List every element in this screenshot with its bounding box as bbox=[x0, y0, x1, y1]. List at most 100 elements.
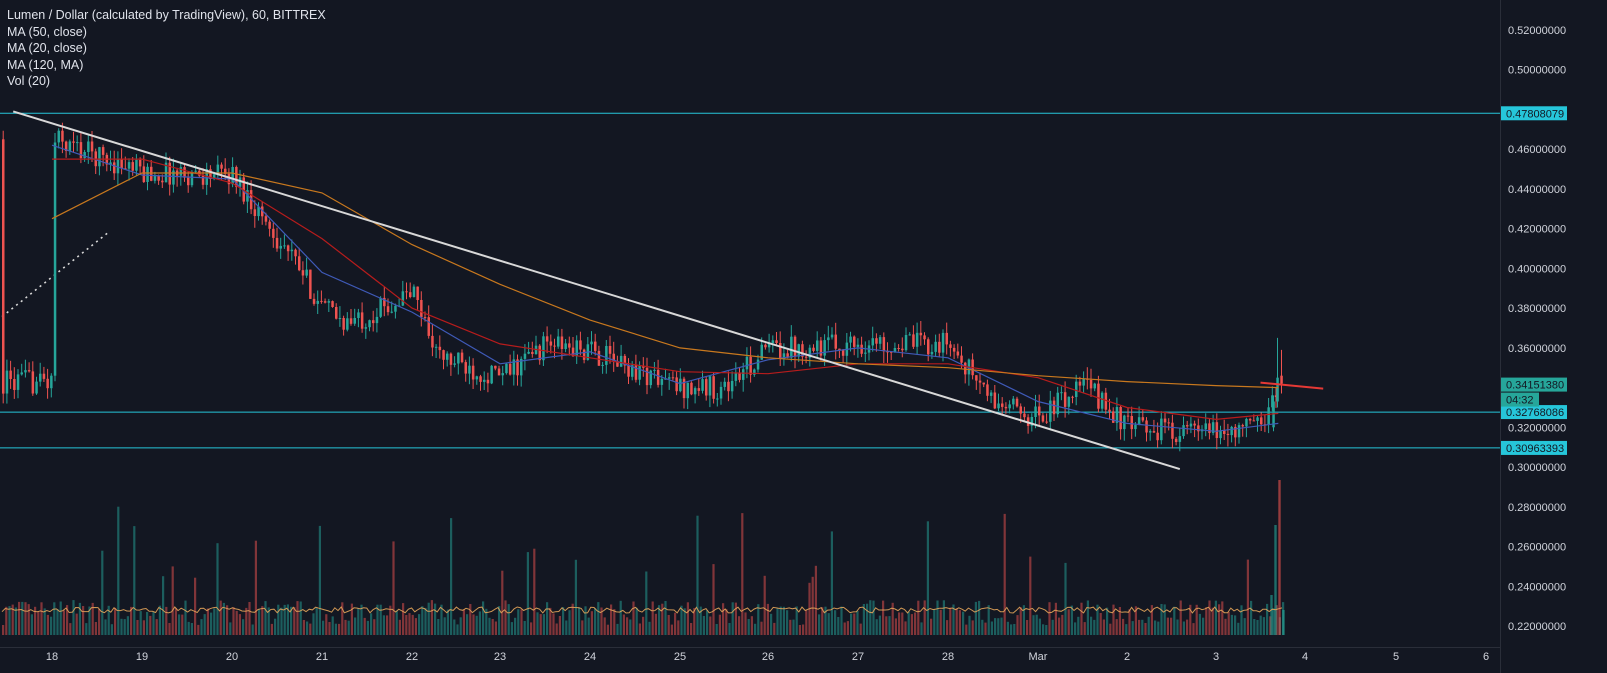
candle-body bbox=[830, 334, 834, 338]
candle-body bbox=[730, 381, 734, 392]
volume-bar bbox=[1269, 616, 1272, 635]
candle-body bbox=[1215, 422, 1219, 438]
volume-bar bbox=[530, 622, 533, 635]
candle-body bbox=[890, 351, 893, 353]
candle-body bbox=[882, 337, 886, 352]
candle-body bbox=[453, 363, 456, 365]
volume-bar bbox=[558, 616, 561, 635]
volume-bar bbox=[789, 619, 792, 635]
volume-bar bbox=[1278, 480, 1281, 635]
candle-body bbox=[653, 369, 656, 371]
price-tick-label: 0.26000000 bbox=[1508, 542, 1566, 554]
volume-bar bbox=[728, 623, 731, 635]
candle-body bbox=[919, 332, 923, 336]
candle-body bbox=[268, 221, 271, 229]
volume-bar bbox=[1131, 621, 1134, 635]
volume-bar bbox=[264, 601, 267, 635]
candle-body bbox=[1030, 417, 1034, 426]
volume-bar bbox=[1112, 604, 1115, 635]
volume-bar bbox=[408, 613, 411, 635]
volume-bar bbox=[168, 623, 171, 635]
volume-bar bbox=[594, 608, 597, 635]
volume-bar bbox=[1211, 607, 1214, 635]
candle-body bbox=[875, 338, 878, 344]
volume-bar bbox=[786, 610, 789, 635]
volume-bar bbox=[178, 614, 181, 635]
date-tick-label: 25 bbox=[674, 651, 686, 663]
volume-bar bbox=[5, 606, 8, 635]
volume-bar bbox=[1198, 613, 1201, 635]
candle-body bbox=[479, 376, 482, 382]
volume-bar bbox=[936, 600, 939, 635]
candle-body bbox=[871, 338, 874, 346]
volume-bar bbox=[885, 616, 888, 635]
volume-bar bbox=[405, 615, 408, 635]
candle-body bbox=[1245, 418, 1248, 427]
volume-bar bbox=[830, 531, 833, 635]
candle-body bbox=[671, 377, 675, 379]
volume-bar bbox=[632, 601, 635, 635]
volume-bar bbox=[597, 602, 600, 635]
volume-bar bbox=[968, 615, 971, 635]
volume-bar bbox=[75, 613, 78, 635]
volume-bar bbox=[37, 611, 40, 635]
volume-bar bbox=[741, 513, 744, 635]
candle-body bbox=[412, 286, 416, 297]
volume-bar bbox=[50, 616, 53, 635]
volume-bar bbox=[859, 623, 862, 635]
volume-bar bbox=[802, 624, 805, 635]
volume-bar bbox=[616, 623, 619, 635]
volume-bar bbox=[53, 602, 56, 635]
date-tick-label: Mar bbox=[1029, 651, 1048, 663]
volume-bar bbox=[712, 564, 715, 635]
volume-bar bbox=[210, 612, 213, 635]
candle-body bbox=[61, 130, 64, 142]
candle-body bbox=[346, 318, 349, 330]
candle-body bbox=[571, 347, 575, 357]
volume-bar bbox=[107, 605, 110, 635]
candle-body bbox=[945, 332, 948, 345]
volume-bar bbox=[1048, 602, 1051, 635]
volume-bar bbox=[648, 621, 651, 635]
volume-bar bbox=[1243, 618, 1246, 635]
volume-bar bbox=[232, 607, 235, 635]
volume-bar bbox=[600, 607, 603, 635]
volume-bar bbox=[674, 612, 677, 635]
candle-body bbox=[801, 344, 804, 357]
volume-bar bbox=[318, 525, 321, 635]
volume-bar bbox=[149, 615, 152, 635]
candle-body bbox=[1149, 431, 1152, 433]
volume-bar bbox=[440, 604, 443, 635]
candle-body bbox=[1100, 392, 1104, 409]
candle-body bbox=[560, 336, 564, 349]
volume-bar bbox=[85, 623, 88, 635]
volume-bar bbox=[267, 607, 270, 635]
volume-bar bbox=[46, 614, 49, 635]
volume-bar bbox=[1054, 602, 1057, 635]
candle-body bbox=[812, 347, 815, 351]
volume-bar bbox=[11, 604, 14, 635]
volume-bar bbox=[984, 622, 987, 635]
volume-bar bbox=[965, 624, 968, 635]
volume-bar bbox=[754, 623, 757, 635]
candle-body bbox=[923, 335, 926, 340]
volume-bar bbox=[165, 606, 168, 635]
volume-bar bbox=[686, 602, 689, 635]
volume-bar bbox=[434, 603, 437, 635]
candle-body bbox=[549, 341, 553, 346]
volume-bar bbox=[766, 603, 769, 635]
volume-bar bbox=[274, 618, 277, 635]
volume-bar bbox=[629, 619, 632, 635]
candle-body bbox=[5, 370, 9, 394]
volume-bar bbox=[792, 619, 795, 635]
candle-body bbox=[612, 353, 615, 362]
candle-body bbox=[527, 351, 530, 354]
candle-body bbox=[1008, 404, 1011, 409]
candle-body bbox=[1063, 392, 1067, 407]
candle-body bbox=[804, 356, 808, 358]
volume-bar bbox=[187, 621, 190, 635]
volume-bar bbox=[526, 552, 529, 635]
volume-bar bbox=[875, 619, 878, 635]
